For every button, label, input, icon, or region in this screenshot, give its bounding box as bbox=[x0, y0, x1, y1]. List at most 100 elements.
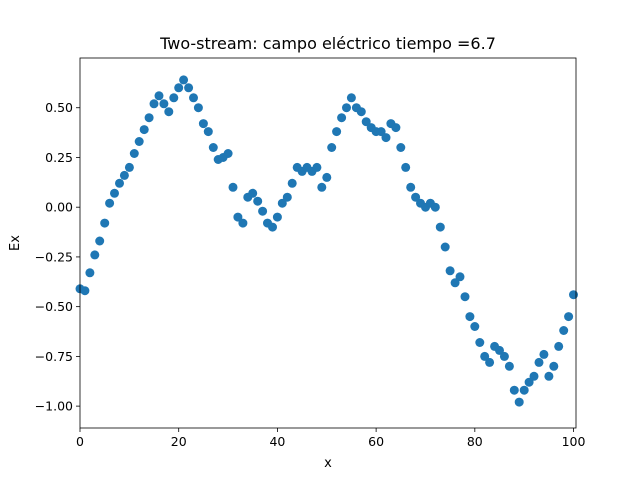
x-tick-label: 0 bbox=[76, 434, 84, 449]
data-point bbox=[455, 272, 465, 282]
data-point bbox=[381, 133, 391, 143]
data-point bbox=[100, 218, 110, 228]
data-point bbox=[80, 286, 90, 296]
data-point bbox=[327, 143, 337, 152]
data-point bbox=[544, 371, 554, 381]
y-tick-label: −1.00 bbox=[35, 399, 73, 414]
data-point bbox=[480, 351, 490, 361]
data-point bbox=[119, 170, 129, 180]
y-tick-label: −0.75 bbox=[35, 349, 73, 364]
data-point bbox=[411, 192, 421, 202]
data-point bbox=[189, 93, 198, 103]
x-tick-label: 40 bbox=[269, 434, 285, 449]
x-tick-label: 60 bbox=[368, 434, 384, 449]
data-point bbox=[233, 212, 243, 222]
data-point bbox=[144, 113, 154, 123]
data-point bbox=[475, 338, 485, 347]
data-point bbox=[554, 341, 564, 351]
y-tick-label: 0.25 bbox=[45, 150, 73, 165]
data-point bbox=[539, 349, 549, 359]
data-point bbox=[115, 178, 124, 188]
y-tick-label: 0.50 bbox=[45, 100, 73, 115]
data-point bbox=[129, 149, 139, 158]
y-axis-ticks: 0.50 0.25 0.00 −0.25 −0.50 −0.75 −1.00 bbox=[35, 100, 80, 414]
data-point bbox=[401, 162, 411, 172]
data-point bbox=[524, 377, 534, 387]
data-point bbox=[514, 397, 524, 407]
data-point bbox=[238, 218, 248, 228]
data-point bbox=[105, 198, 115, 208]
data-point bbox=[470, 322, 480, 331]
data-point bbox=[174, 83, 184, 93]
data-point bbox=[154, 91, 164, 101]
data-point bbox=[509, 385, 519, 395]
data-point bbox=[110, 188, 119, 198]
data-point bbox=[139, 125, 149, 135]
data-point bbox=[159, 99, 169, 109]
data-point bbox=[268, 222, 277, 232]
plot-frame bbox=[79, 57, 577, 429]
x-axis-label: x bbox=[324, 456, 332, 471]
data-point bbox=[134, 137, 144, 146]
data-point bbox=[287, 178, 297, 188]
data-points bbox=[75, 75, 578, 407]
data-point bbox=[559, 326, 569, 335]
data-point bbox=[495, 345, 504, 355]
y-axis-label: Ex bbox=[8, 235, 23, 251]
data-point bbox=[208, 143, 218, 152]
x-tick-label: 20 bbox=[171, 434, 187, 449]
data-point bbox=[356, 107, 366, 117]
data-point bbox=[549, 361, 559, 371]
data-point bbox=[391, 123, 401, 133]
plot-area bbox=[80, 58, 576, 428]
data-point bbox=[465, 312, 475, 322]
data-point bbox=[184, 83, 194, 93]
data-point bbox=[534, 357, 544, 367]
data-point bbox=[440, 242, 450, 252]
data-point bbox=[282, 192, 292, 202]
chart-title: Two-stream: campo eléctrico tiempo =6.7 bbox=[159, 34, 496, 53]
data-point bbox=[223, 149, 233, 158]
data-point bbox=[312, 162, 322, 172]
y-tick-label: −0.25 bbox=[35, 249, 73, 264]
data-point bbox=[248, 188, 258, 198]
data-point bbox=[169, 93, 179, 103]
data-point bbox=[253, 196, 263, 206]
data-point bbox=[450, 278, 460, 288]
data-point bbox=[258, 206, 268, 216]
data-point bbox=[564, 312, 574, 322]
x-axis-ticks: 0 20 40 60 80 100 bbox=[76, 428, 586, 449]
x-tick-label: 100 bbox=[562, 434, 586, 449]
y-tick-label: 0.00 bbox=[45, 200, 73, 215]
data-point bbox=[504, 361, 514, 371]
data-point bbox=[272, 212, 282, 222]
data-point bbox=[519, 385, 529, 395]
data-point bbox=[485, 357, 495, 367]
data-point bbox=[445, 266, 455, 276]
data-point bbox=[435, 222, 445, 232]
data-point bbox=[124, 162, 134, 172]
data-point bbox=[203, 127, 213, 137]
data-point bbox=[406, 182, 416, 192]
data-point bbox=[90, 250, 100, 260]
data-point bbox=[337, 113, 347, 123]
data-point bbox=[499, 351, 509, 361]
data-point bbox=[228, 182, 238, 192]
data-point bbox=[396, 143, 406, 152]
data-point bbox=[332, 127, 342, 137]
data-point bbox=[277, 198, 287, 208]
data-point bbox=[376, 127, 386, 137]
data-point bbox=[149, 99, 159, 109]
data-point bbox=[346, 93, 356, 103]
data-point bbox=[317, 182, 327, 192]
data-point bbox=[193, 103, 203, 113]
data-point bbox=[95, 236, 105, 246]
y-tick-label: −0.50 bbox=[35, 299, 73, 314]
data-point bbox=[460, 292, 470, 302]
data-point bbox=[198, 119, 208, 129]
data-point bbox=[430, 202, 440, 212]
data-point bbox=[164, 107, 174, 117]
data-point bbox=[322, 172, 332, 182]
data-point bbox=[569, 290, 578, 300]
